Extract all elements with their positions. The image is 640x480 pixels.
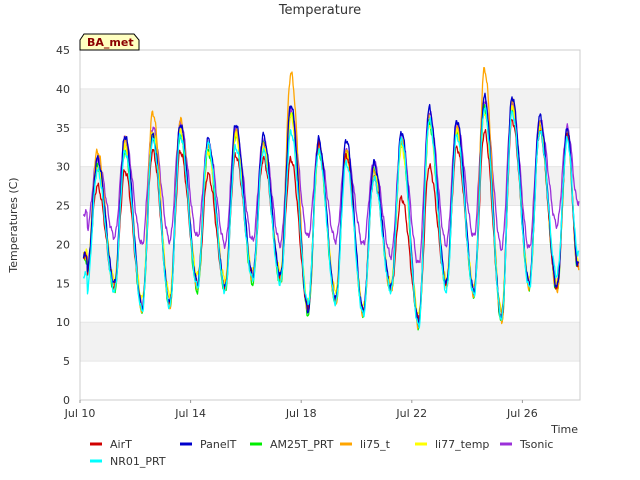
y-axis-label: Temperatures (C)	[7, 177, 20, 273]
legend-label: Tsonic	[519, 438, 553, 451]
legend-label: li75_t	[360, 438, 391, 451]
y-tick-label: 45	[56, 44, 70, 57]
series-line-tsonic	[82, 100, 580, 264]
y-tick-label: 0	[63, 394, 70, 407]
chart-title: Temperature	[278, 3, 361, 18]
y-tick-label: 15	[56, 277, 70, 290]
legend-label: li77_temp	[435, 438, 489, 451]
y-tick-label: 40	[56, 83, 70, 96]
y-tick-label: 25	[56, 200, 70, 213]
legend: AirT PanelT AM25T_PRT li75_t li77_temp Tsonic…	[90, 438, 553, 468]
plot-series	[82, 67, 580, 331]
station-badge: BA_met	[79, 33, 140, 51]
plot-frame	[79, 49, 581, 401]
y-tick-label: 10	[56, 316, 70, 329]
y-tick-label: 20	[56, 238, 70, 251]
grid-band	[80, 166, 580, 206]
x-axis-label: Time	[550, 423, 578, 436]
x-tick-label: Jul 26	[506, 407, 538, 420]
grid-band	[80, 88, 580, 128]
x-tick-label: Jul 18	[285, 407, 317, 420]
x-tick-label: Jul 22	[395, 407, 427, 420]
station-badge-label: BA_met	[87, 36, 134, 49]
y-tick-label: 5	[63, 355, 70, 368]
y-tick-label: 30	[56, 161, 70, 174]
legend-label: NR01_PRT	[110, 455, 166, 468]
legend-label: PanelT	[200, 438, 237, 451]
legend-label: AM25T_PRT	[270, 438, 334, 451]
x-tick-label: Jul 14	[174, 407, 206, 420]
grid-band	[80, 322, 580, 362]
y-tick-label: 35	[56, 122, 70, 135]
y-axis: 0 5 10 15 20 25 30 35 40 45	[56, 44, 70, 407]
x-axis: Jul 10 Jul 14 Jul 18 Jul 22 Jul 26	[64, 400, 538, 420]
legend-label: AirT	[110, 438, 132, 451]
series-line-nr01_prt	[82, 106, 580, 329]
x-tick-label: Jul 10	[64, 407, 96, 420]
